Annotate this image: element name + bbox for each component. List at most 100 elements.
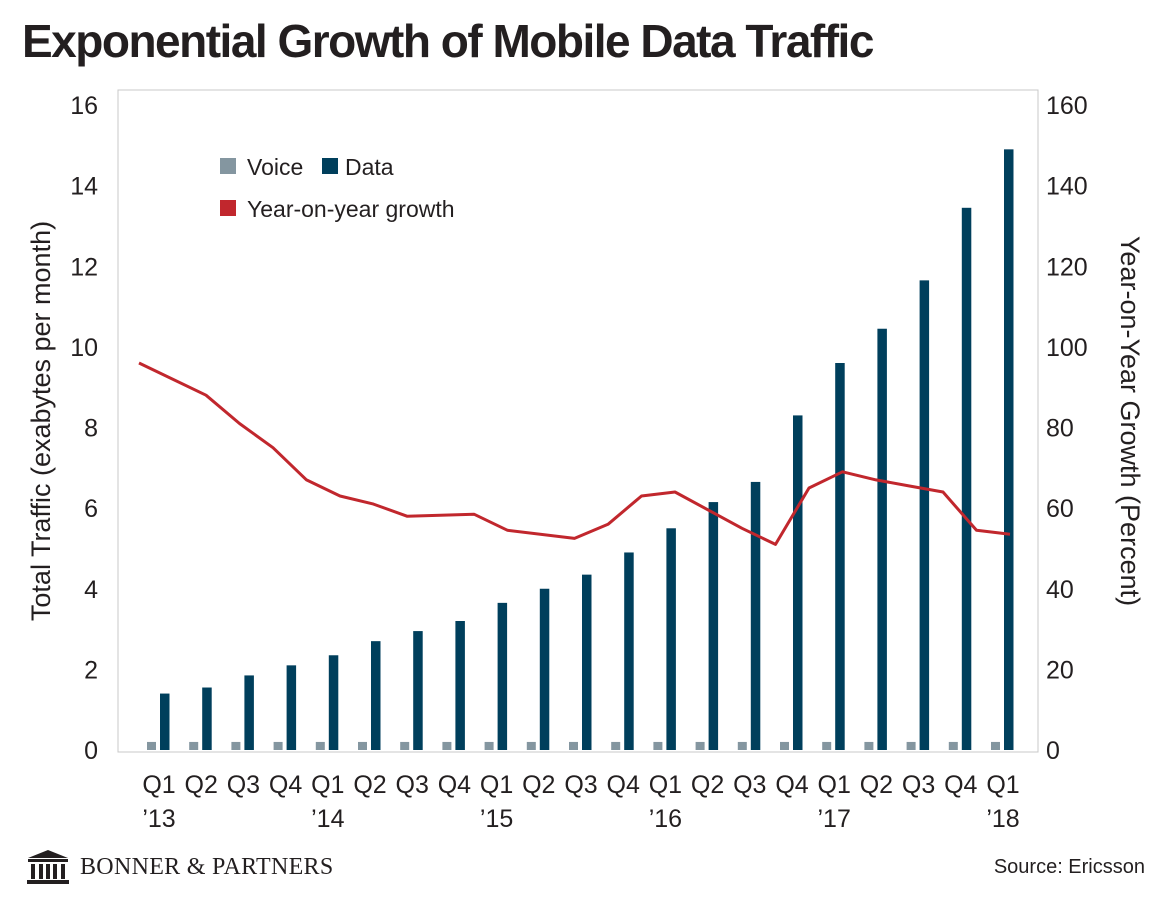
right-tick-label: 100 (1046, 334, 1088, 362)
right-tick-label: 0 (1046, 737, 1060, 765)
x-tick-quarter: Q3 (227, 771, 260, 799)
plot-frame (117, 89, 1039, 753)
source-note: Source: Ericsson (993, 856, 1145, 878)
data-bar (582, 574, 592, 750)
voice-bar (611, 741, 621, 750)
right-tick-label: 60 (1046, 495, 1074, 523)
x-tick-quarter: Q2 (860, 771, 893, 799)
data-bars (160, 149, 1014, 750)
x-tick-quarter: Q2 (185, 771, 218, 799)
voice-bar (273, 741, 283, 750)
legend-swatch-growth (220, 200, 236, 216)
x-tick-quarter: Q2 (353, 771, 386, 799)
left-tick-label: 10 (70, 334, 98, 362)
voice-bar (147, 741, 156, 750)
x-tick-quarter: Q1 (480, 771, 513, 799)
voice-bar (315, 741, 325, 750)
data-bar (877, 328, 887, 750)
data-bar (666, 528, 676, 750)
left-tick-label: 2 (84, 656, 98, 684)
data-bar (961, 207, 972, 750)
voice-bar (695, 741, 705, 750)
x-tick-quarter: Q1 (142, 771, 175, 799)
legend-swatch-data (322, 158, 338, 174)
left-tick-label: 12 (70, 253, 98, 281)
x-tick-quarter: Q3 (396, 771, 429, 799)
x-tick-quarter: Q3 (902, 771, 935, 799)
x-tick-quarter: Q4 (607, 771, 640, 799)
voice-bars (147, 741, 1000, 750)
right-tick-label: 140 (1046, 173, 1088, 201)
voice-bar (358, 741, 367, 750)
growth-line (138, 361, 1011, 546)
left-tick-label: 6 (84, 495, 98, 523)
voice-bar (653, 741, 663, 750)
brand-name: BONNER & PARTNERS (80, 853, 334, 880)
data-bar (750, 481, 761, 750)
legend-label-data: Data (345, 154, 394, 180)
voice-bar (822, 741, 832, 750)
voice-bar (780, 741, 789, 750)
x-tick-year: ’18 (986, 805, 1019, 833)
x-axis-ticks: Q1 ’13 Q2 Q3 Q4 Q1 ’14 Q2 Q3 Q4 Q1 ’15 Q2 Q3 Q4 Q1 ’16 Q2… (142, 771, 1019, 833)
data-bar (244, 675, 254, 750)
voice-bar (400, 741, 410, 750)
data-bar (708, 502, 719, 750)
right-tick-label: 40 (1046, 576, 1074, 604)
voice-bar (948, 741, 958, 750)
left-axis-title: Total Traffic (exabytes per month) (26, 221, 56, 621)
x-tick-quarter: Q1 (986, 771, 1019, 799)
x-tick-quarter: Q4 (438, 771, 471, 799)
right-tick-label: 20 (1046, 656, 1074, 684)
data-bar (539, 588, 550, 750)
right-axis-ticks: 0 20 40 60 80 100 120 140 160 (1046, 92, 1088, 765)
legend-label-voice: Voice (247, 154, 303, 180)
left-tick-label: 0 (84, 737, 98, 765)
x-tick-year: ’17 (818, 805, 851, 833)
x-tick-quarter: Q1 (311, 771, 344, 799)
x-tick-quarter: Q2 (691, 771, 724, 799)
chart-title: Exponential Growth of Mobile Data Traffi… (22, 15, 874, 67)
data-bar (202, 687, 212, 750)
voice-bar (189, 741, 199, 750)
right-tick-label: 120 (1046, 253, 1088, 281)
data-bar (919, 280, 930, 750)
x-tick-year: ’15 (480, 805, 513, 833)
data-bar (1004, 149, 1014, 750)
x-tick-quarter: Q1 (649, 771, 682, 799)
brand-logo: BONNER & PARTNERS (26, 848, 334, 886)
x-tick-year: ’16 (649, 805, 682, 833)
x-tick-quarter: Q3 (733, 771, 766, 799)
x-tick-quarter: Q2 (522, 771, 555, 799)
legend-label-growth: Year-on-year growth (247, 196, 455, 222)
data-bar (413, 631, 423, 750)
voice-bar (484, 741, 494, 750)
right-tick-label: 80 (1046, 415, 1074, 443)
voice-bar (864, 741, 874, 750)
left-tick-label: 16 (70, 92, 98, 120)
left-tick-label: 4 (84, 576, 98, 604)
data-bar (793, 415, 803, 750)
left-axis-ticks: 0 2 4 6 8 10 12 14 16 (70, 92, 98, 765)
data-bar (455, 621, 465, 750)
x-tick-quarter: Q4 (269, 771, 302, 799)
right-tick-label: 160 (1046, 92, 1088, 120)
legend: Voice Data Year-on-year growth (220, 154, 455, 222)
x-tick-quarter: Q4 (775, 771, 808, 799)
data-bar (624, 552, 634, 750)
voice-bar (526, 741, 536, 750)
voice-bar (737, 741, 747, 750)
data-bar (160, 693, 170, 750)
left-tick-label: 14 (70, 173, 98, 201)
voice-bar (991, 741, 1000, 750)
x-tick-quarter: Q4 (944, 771, 977, 799)
voice-bar (569, 741, 578, 750)
x-tick-year: ’14 (311, 805, 344, 833)
data-bar (328, 655, 339, 750)
voice-bar (906, 741, 916, 750)
right-axis-title: Year-on-Year Growth (Percent) (1115, 236, 1145, 606)
x-tick-year: ’13 (142, 805, 175, 833)
legend-swatch-voice (220, 158, 236, 174)
x-tick-quarter: Q1 (818, 771, 851, 799)
